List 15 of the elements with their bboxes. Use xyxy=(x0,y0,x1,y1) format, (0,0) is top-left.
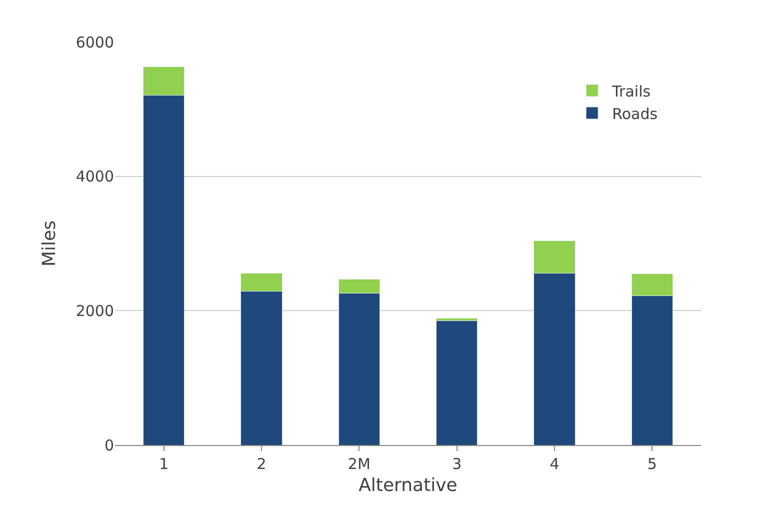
x-axis-title: Alternative xyxy=(358,475,458,496)
y-tick-label: 4000 xyxy=(76,168,114,186)
x-tick-label: 4 xyxy=(550,455,560,473)
y-tick-label: 0 xyxy=(104,436,114,454)
x-tick-label: 2M xyxy=(348,455,370,473)
bar xyxy=(436,320,478,445)
y-axis-title: Miles xyxy=(39,220,60,266)
legend-label: Roads xyxy=(612,104,658,123)
legend-label: Trails xyxy=(611,82,651,100)
y-tick-label: 2000 xyxy=(76,302,114,320)
x-tick-label: 2 xyxy=(256,455,266,473)
x-tick-label: 1 xyxy=(159,455,169,473)
x-tick-label: 5 xyxy=(647,455,657,473)
x-tick-label: 3 xyxy=(452,455,462,473)
y-tick-label: 6000 xyxy=(76,33,114,52)
